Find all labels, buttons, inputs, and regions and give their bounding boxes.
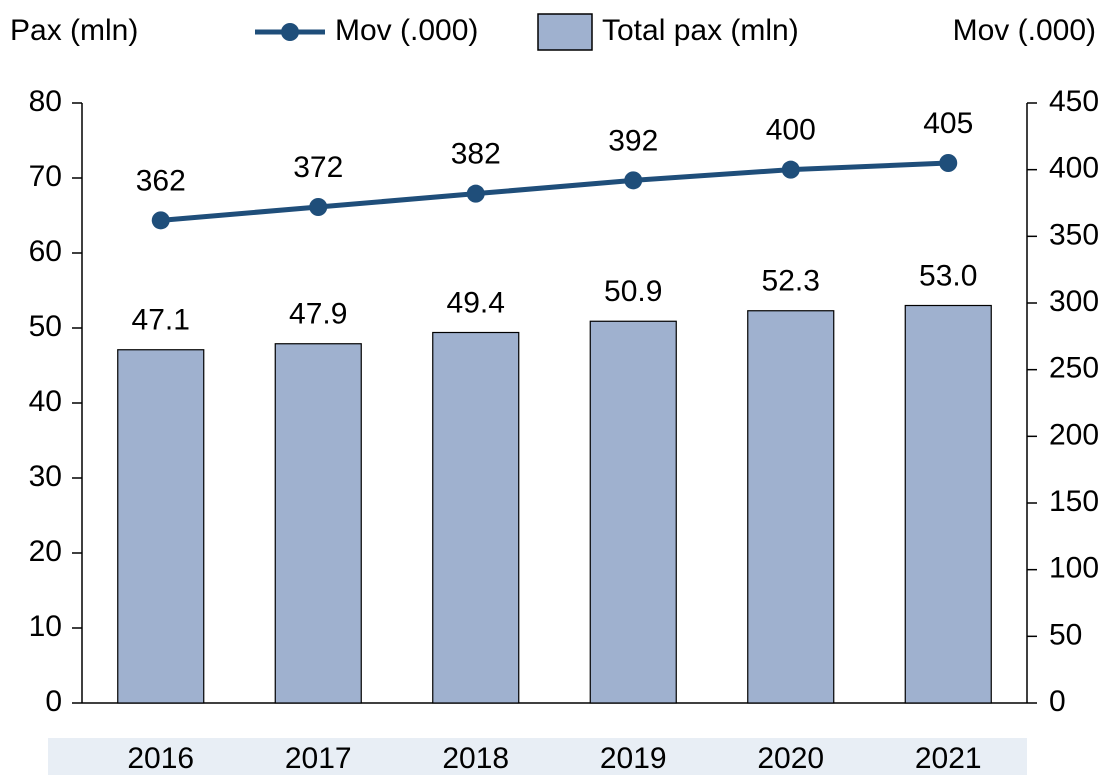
y-tick-label: 80 xyxy=(29,85,62,118)
y2-tick-label: 250 xyxy=(1049,352,1099,385)
legend-label: Total pax (mln) xyxy=(602,14,799,47)
legend-label: Mov (.000) xyxy=(335,14,478,47)
bar xyxy=(117,349,205,704)
x-tick-label: 2021 xyxy=(915,742,982,775)
y-tick-label: 50 xyxy=(29,310,62,343)
line-value-label: 405 xyxy=(923,107,973,140)
bar xyxy=(432,331,520,704)
category-band xyxy=(48,738,1027,775)
y2-axis-title: Mov (.000) xyxy=(953,14,1096,47)
y-tick-label: 20 xyxy=(29,535,62,568)
y-tick-label: 30 xyxy=(29,460,62,493)
x-tick-label: 2018 xyxy=(442,742,509,775)
y2-tick-label: 150 xyxy=(1049,485,1099,518)
legend-marker xyxy=(281,23,299,41)
y2-tick-label: 350 xyxy=(1049,218,1099,251)
y2-tick-label: 400 xyxy=(1049,152,1099,185)
x-tick-label: 2017 xyxy=(285,742,352,775)
line-value-label: 362 xyxy=(136,164,186,197)
bar xyxy=(589,320,677,704)
line-marker xyxy=(151,211,170,230)
line-value-label: 400 xyxy=(766,114,816,147)
line-marker xyxy=(466,184,485,203)
y-tick-label: 70 xyxy=(29,160,62,193)
y-tick-label: 60 xyxy=(29,235,62,268)
y-tick-label: 0 xyxy=(45,685,62,718)
line-marker xyxy=(939,154,958,172)
bar xyxy=(747,310,835,704)
y-tick-label: 40 xyxy=(29,385,62,418)
bar-value-label: 53.0 xyxy=(919,259,977,292)
y2-tick-label: 300 xyxy=(1049,285,1099,318)
y2-tick-label: 50 xyxy=(1049,618,1082,651)
y2-tick-label: 0 xyxy=(1049,685,1066,718)
bar xyxy=(904,304,992,704)
y2-tick-label: 450 xyxy=(1049,85,1099,118)
y2-tick-label: 100 xyxy=(1049,552,1099,585)
bar-value-label: 47.1 xyxy=(132,304,190,337)
line-value-label: 392 xyxy=(608,124,658,157)
x-tick-label: 2016 xyxy=(127,742,194,775)
y-axis-title: Pax (mln) xyxy=(10,14,138,47)
bar-value-label: 47.9 xyxy=(289,298,347,331)
line-value-label: 372 xyxy=(293,151,343,184)
bar-value-label: 50.9 xyxy=(604,275,662,308)
line xyxy=(160,160,949,223)
x-tick-label: 2019 xyxy=(600,742,667,775)
line-marker xyxy=(781,160,800,179)
line-marker xyxy=(624,171,643,190)
y-tick-label: 10 xyxy=(29,610,62,643)
legend-swatch xyxy=(537,13,593,51)
bar-value-label: 49.4 xyxy=(447,286,505,319)
line-value-label: 382 xyxy=(451,138,501,171)
x-tick-label: 2020 xyxy=(757,742,824,775)
bar-value-label: 52.3 xyxy=(762,265,820,298)
line-marker xyxy=(309,198,328,216)
y2-tick-label: 200 xyxy=(1049,418,1099,451)
bar xyxy=(274,343,362,704)
